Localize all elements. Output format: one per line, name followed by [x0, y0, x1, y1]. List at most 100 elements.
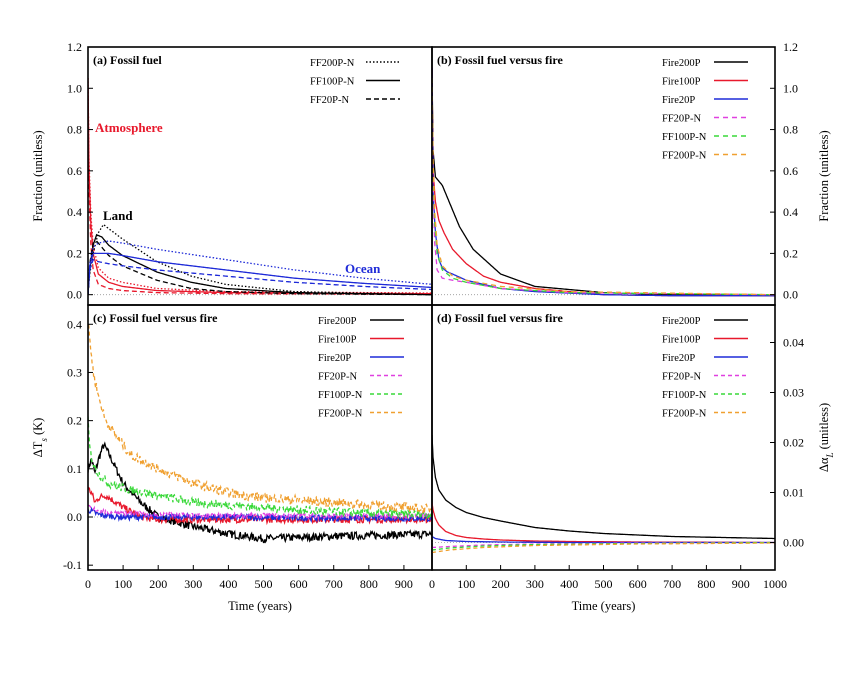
series-line-b-1 [432, 67, 775, 297]
x-axis-label-c: Time (years) [228, 599, 292, 613]
legend-label-d-1: Fire100P [662, 335, 701, 346]
y-tick-label-a-1: 0.2 [67, 246, 82, 260]
series-group-d [432, 434, 775, 554]
y-tick-label-a-5: 1.0 [67, 81, 82, 95]
panel-d: 0.00 0.01 0.02 0.03 0.04 0 100 200 300 400 500 600 7… [429, 304, 835, 613]
x-tick-label-c-3: 300 [184, 577, 202, 591]
x-tick-label-d-5: 500 [595, 577, 613, 591]
series-line-c-3 [88, 504, 432, 521]
legend-label-a-2: FF20P-N [310, 95, 350, 106]
legend-label-a-1: FF100P-N [310, 77, 355, 88]
y-tick-label-a-2: 0.4 [67, 205, 82, 219]
legend-label-c-4: FF100P-N [318, 390, 363, 401]
x-tick-label-d-9: 900 [732, 577, 750, 591]
legend-label-a-0: FF200P-N [310, 58, 355, 69]
x-tick-label-c-9: 900 [395, 577, 413, 591]
y-tick-label-c-2: 0.1 [67, 462, 82, 476]
y-tick-label-b-0: 0.0 [783, 288, 798, 302]
y-tick-label-c-1: 0.0 [67, 510, 82, 524]
legend-label-d-0: Fire200P [662, 316, 701, 327]
x-tick-label-c-1: 100 [114, 577, 132, 591]
y-tick-label-c-0: -0.1 [63, 558, 82, 572]
y-tick-label-b-4: 0.8 [783, 123, 798, 137]
x-tick-label-d-3: 300 [526, 577, 544, 591]
series-line-a-1 [88, 77, 432, 295]
series-line-b-0 [432, 67, 775, 297]
legend-label-c-0: Fire200P [318, 316, 357, 327]
series-group-c [88, 324, 432, 544]
annotation-ocean: Ocean [345, 261, 381, 276]
legend-label-d-2: Fire20P [662, 353, 695, 364]
y-tick-label-b-2: 0.4 [783, 205, 798, 219]
y-tick-label-a-4: 0.8 [67, 123, 82, 137]
y-tick-label-a-6: 1.2 [67, 40, 82, 54]
x-tick-label-d-10: 1000 [763, 577, 787, 591]
legend-label-c-1: Fire100P [318, 335, 357, 346]
series-line-d-5 [432, 542, 775, 554]
y-tick-label-b-5: 1.0 [783, 81, 798, 95]
y-axis-label-a: Fraction (unitless) [31, 130, 45, 221]
legend-label-c-2: Fire20P [318, 353, 351, 364]
panel-title-d: (d) Fossil fuel versus fire [437, 311, 563, 325]
series-line-a-5 [88, 223, 432, 296]
series-line-a-7 [88, 252, 432, 295]
legend-label-b-1: Fire100P [662, 77, 701, 88]
y-tick-label-c-5: 0.4 [67, 317, 82, 331]
legend-label-d-4: FF100P-N [662, 390, 707, 401]
panel-a: 0.0 0.2 0.4 0.6 0.8 1.0 1.2 Fraction (unitless)… [31, 40, 433, 306]
series-line-d-3 [432, 541, 775, 549]
series-line-c-0 [88, 441, 432, 544]
x-tick-label-d-8: 800 [697, 577, 715, 591]
legend-label-d-3: FF20P-N [662, 372, 702, 383]
y-tick-label-d-3: 0.03 [783, 386, 804, 400]
y-tick-label-b-1: 0.2 [783, 246, 798, 260]
series-line-d-0 [432, 434, 775, 540]
y-tick-label-d-0: 0.00 [783, 536, 804, 550]
y-tick-label-d-4: 0.04 [783, 336, 804, 350]
series-line-a-3 [88, 240, 432, 296]
series-line-c-5 [88, 324, 432, 514]
annotation-land: Land [103, 208, 133, 223]
series-line-c-4 [88, 416, 432, 520]
x-tick-label-d-7: 700 [663, 577, 681, 591]
x-tick-label-d-0: 0 [429, 577, 435, 591]
plot-frame-b [431, 46, 776, 306]
series-line-a-8 [88, 240, 432, 295]
legend-label-d-5: FF200P-N [662, 409, 707, 420]
panel-c: -0.1 0.0 0.1 0.2 0.3 0.4 0 100 200 300 400 500 600 70… [31, 304, 433, 613]
legend-label-b-5: FF200P-N [662, 151, 707, 162]
series-line-d-2 [432, 535, 775, 544]
y-tick-label-d-1: 0.01 [783, 486, 804, 500]
series-line-b-3 [432, 88, 775, 296]
series-line-a-6 [88, 258, 432, 295]
series-line-a-4 [88, 233, 432, 296]
panel-title-a: (a) Fossil fuel [93, 53, 162, 67]
y-tick-label-b-3: 0.6 [783, 164, 798, 178]
panel-b: 0.0 0.2 0.4 0.6 0.8 1.0 1.2 Fraction (unitless)… [431, 40, 831, 306]
x-tick-label-c-6: 600 [290, 577, 308, 591]
legend-label-b-4: FF100P-N [662, 132, 707, 143]
x-tick-label-c-7: 700 [325, 577, 343, 591]
legend-label-b-0: Fire200P [662, 58, 701, 69]
annotation-atmosphere: Atmosphere [95, 120, 163, 135]
x-tick-label-d-4: 400 [560, 577, 578, 591]
y-axis-label-b: Fraction (unitless) [817, 130, 831, 221]
plot-frame-c [87, 304, 433, 571]
panel-title-b: (b) Fossil fuel versus fire [437, 53, 563, 67]
series-group-a [88, 77, 432, 296]
plot-frame-d [431, 304, 776, 571]
y-tick-label-b-6: 1.2 [783, 40, 798, 54]
x-tick-label-c-0: 0 [85, 577, 91, 591]
y-axis-label-d: ΔαL (unitless) [817, 403, 835, 472]
y-axis-label-c: ΔTs (K) [31, 418, 49, 458]
series-line-b-2 [432, 67, 775, 297]
series-line-b-5 [432, 77, 775, 296]
x-tick-label-c-2: 200 [149, 577, 167, 591]
series-line-d-4 [432, 541, 775, 551]
y-tick-label-d-2: 0.02 [783, 436, 804, 450]
series-line-a-2 [88, 77, 432, 294]
y-tick-label-a-3: 0.6 [67, 164, 82, 178]
legend-label-c-3: FF20P-N [318, 372, 358, 383]
panel-title-c: (c) Fossil fuel versus fire [93, 311, 218, 325]
